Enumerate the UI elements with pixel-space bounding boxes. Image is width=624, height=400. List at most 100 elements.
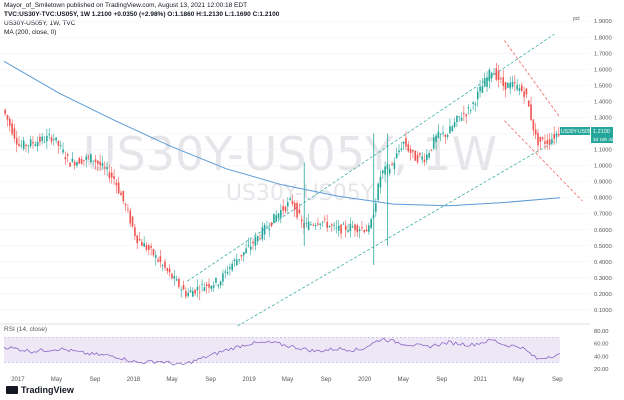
candle-up [342, 223, 345, 225]
candle-up [277, 213, 280, 219]
candle-down [18, 143, 20, 146]
candle-up [507, 82, 509, 88]
candle-up [222, 273, 224, 282]
candle-down [539, 136, 542, 142]
candle-down [530, 104, 532, 120]
y-tick-label: 1.1000 [594, 148, 612, 154]
candle-down [166, 268, 169, 272]
brand-name: TradingView [21, 385, 74, 395]
candle-up [370, 219, 372, 229]
candle-down [138, 239, 141, 241]
y-tick-label: 0.2000 [594, 292, 612, 298]
channel-down-lower [504, 120, 583, 202]
candle-down [463, 113, 465, 114]
candle-up [36, 141, 39, 147]
candle-down [356, 225, 359, 233]
candle-down [363, 230, 366, 233]
channel-up-lower [237, 141, 555, 327]
candle-down [553, 133, 556, 139]
candle-up [173, 275, 176, 279]
candle-up [381, 170, 384, 174]
candle-up [518, 88, 521, 91]
symbol-line: TVC:US30Y-TVC:US05Y, 1W 1.2100 +0.0350 (… [4, 11, 280, 18]
candle-down [99, 161, 101, 166]
candle-down [147, 245, 150, 250]
candle-down [129, 210, 132, 224]
main-grid [0, 20, 590, 311]
watermark-sub: US30Y-US05Y [226, 181, 375, 206]
candle-up [435, 135, 437, 143]
candle-down [365, 229, 368, 232]
candle-up [555, 133, 558, 137]
candle-up [551, 139, 553, 144]
x-tick-label: 2021 [474, 377, 488, 383]
badge-value: 1.2100 [593, 129, 610, 135]
tradingview-logo: TradingView [6, 385, 74, 395]
candle-down [326, 221, 328, 228]
candle-down [64, 156, 67, 160]
y-tick-label: 0.7000 [594, 212, 612, 218]
candle-up [92, 160, 94, 162]
candle-up [175, 279, 178, 281]
candle-up [275, 215, 278, 222]
candle-up [48, 134, 50, 136]
candle-down [541, 137, 544, 140]
candle-down [185, 291, 187, 297]
candle-up [101, 163, 104, 166]
candle-up [247, 245, 250, 246]
candle-down [523, 91, 525, 98]
candle-down [127, 208, 129, 210]
candle-down [108, 172, 111, 179]
trend-channels [187, 33, 583, 327]
candle-up [509, 82, 511, 89]
candle-down [152, 249, 155, 256]
candle-down [391, 163, 393, 165]
rsi-band [4, 337, 560, 363]
candle-up [472, 102, 474, 105]
candle-down [103, 167, 106, 169]
candle-down [344, 225, 347, 231]
candle-up [395, 153, 398, 158]
x-tick-label: Sep [552, 377, 563, 383]
candle-up [85, 156, 88, 160]
candle-up [46, 135, 48, 142]
candle-up [245, 248, 247, 254]
candle-up [29, 139, 32, 147]
candle-down [405, 138, 407, 147]
candle-up [219, 281, 222, 286]
x-tick-label: May [166, 377, 177, 383]
study-line: US30Y-US05Y, 1W, TVC [4, 20, 76, 27]
candle-up [62, 149, 64, 153]
candle-down [331, 224, 333, 226]
candle-up [201, 283, 203, 285]
candle-down [317, 223, 319, 225]
candle-down [66, 154, 69, 156]
candle-up [479, 86, 481, 92]
candle-up [458, 116, 461, 117]
candle-up [321, 221, 324, 223]
candle-up [511, 81, 514, 87]
candle-up [310, 224, 312, 225]
candle-down [259, 238, 261, 240]
candle-down [134, 227, 136, 237]
x-tick-label: May [398, 377, 409, 383]
badge-countdown: 3d 19h 42 [593, 137, 614, 142]
badge-symbol: US30Y-US05Y [561, 129, 595, 135]
candle-up [305, 222, 308, 224]
candle-down [414, 150, 417, 161]
candle-up [432, 137, 435, 149]
rsi-label: RSI (14, close) [4, 326, 47, 333]
y-tick-label: 1.4000 [594, 99, 612, 105]
y-tick-label: 0.9000 [594, 180, 612, 186]
candle-up [379, 176, 382, 188]
candle-down [69, 162, 71, 167]
candle-down [178, 278, 180, 287]
candle-up [212, 285, 215, 288]
candle-down [198, 291, 201, 293]
x-tick-label: May [282, 377, 293, 383]
candle-up [43, 141, 46, 143]
candle-up [319, 223, 322, 225]
candle-down [110, 172, 113, 178]
y-tick-label: 0.5000 [594, 244, 612, 250]
candle-down [354, 224, 356, 231]
